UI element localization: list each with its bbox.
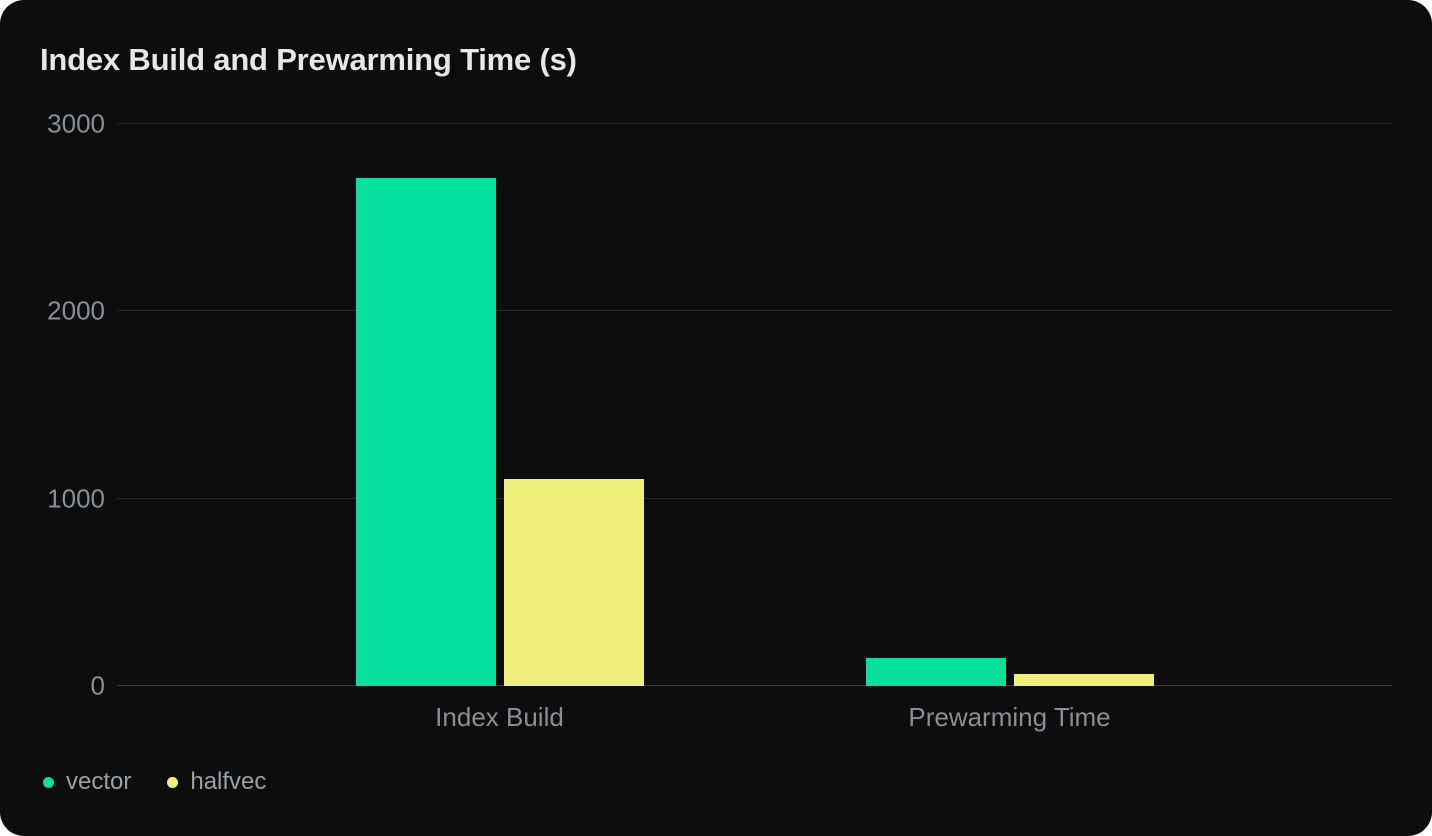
- chart-title: Index Build and Prewarming Time (s): [40, 42, 577, 77]
- y-tick-label-3000: 3000: [47, 108, 105, 139]
- bar-vector-prewarming-time[interactable]: [865, 658, 1006, 686]
- x-tick-label-prewarming-time: Prewarming Time: [908, 702, 1111, 732]
- y-tick-label-0: 0: [90, 670, 105, 701]
- legend-label-halfvec: halfvec: [190, 768, 267, 795]
- x-tick-label-index-build: Index Build: [435, 702, 564, 732]
- plot-area: 0 1000 2000 3000 Index Build Prewarming Time: [47, 109, 1392, 732]
- gridline-2000: [117, 310, 1392, 312]
- legend-item-halfvec[interactable]: halfvec: [167, 768, 266, 796]
- legend-dot-vector: [43, 776, 54, 788]
- bar-halfvec-index-build[interactable]: [503, 479, 644, 686]
- legend-label-vector: vector: [66, 768, 132, 795]
- legend-item-vector[interactable]: vector: [43, 768, 131, 796]
- y-tick-label-2000: 2000: [47, 295, 105, 326]
- y-tick-label-1000: 1000: [47, 483, 105, 514]
- bar-vector-index-build[interactable]: [355, 178, 496, 686]
- legend-dot-halfvec: [167, 776, 179, 788]
- legend: vector halfvec: [43, 768, 266, 796]
- bar-halfvec-prewarming-time[interactable]: [1013, 674, 1154, 686]
- gridline-3000: [117, 123, 1392, 124]
- gridline-1000: [117, 497, 1392, 499]
- gridline-0: [117, 685, 1392, 686]
